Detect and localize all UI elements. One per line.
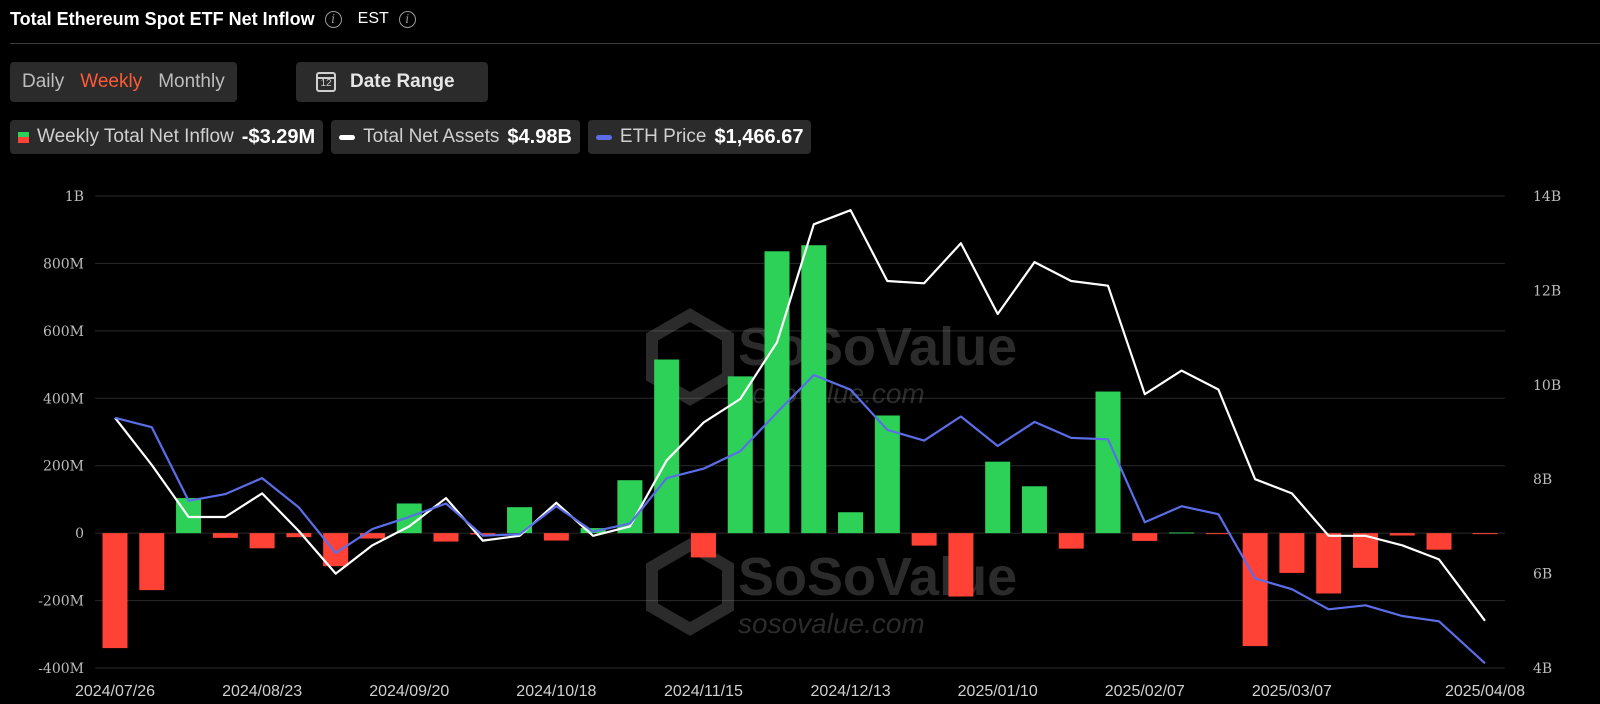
watermark-site: sosovalue.com [738, 608, 925, 639]
bar-swatch-icon [18, 131, 29, 143]
eth-price-line [114, 373, 1486, 665]
inflow-bar [1426, 533, 1452, 550]
legend-value: $1,466.67 [714, 125, 804, 148]
right-axis-ticks: 14B 12B 10B 8B 6B 4B [1533, 189, 1561, 677]
inflow-bar [764, 251, 790, 534]
inflow-bar [1205, 533, 1231, 535]
inflow-bar [1316, 533, 1342, 594]
inflow-bar [139, 533, 165, 591]
inflow-bar [654, 359, 680, 534]
date-range-button[interactable]: 12 Date Range [296, 62, 488, 102]
inflow-bar [911, 533, 937, 546]
watermark-logo-icon [646, 538, 734, 636]
y-left-tick-label: 200M [43, 459, 84, 475]
inflow-bar [1279, 533, 1305, 573]
calendar-icon: 12 [316, 72, 336, 92]
timezone-info-icon[interactable]: i [398, 10, 416, 28]
inflow-bar [838, 512, 864, 534]
inflow-bar [1472, 533, 1498, 535]
inflow-bar [874, 415, 900, 534]
period-tabs: Daily Weekly Monthly [10, 62, 237, 102]
inflow-bar [249, 533, 275, 549]
legend-item-total-net-assets[interactable]: Total Net Assets $4.98B [331, 120, 580, 154]
y-right-tick-label: 14B [1533, 189, 1561, 205]
total-net-assets-line [114, 209, 1486, 622]
x-tick-label: 2024/07/26 [75, 683, 155, 700]
x-axis-ticks: 2024/07/26 2024/08/23 2024/09/20 2024/10/18… [75, 683, 1525, 700]
legend-label: ETH Price [619, 126, 707, 147]
tab-monthly[interactable]: Monthly [158, 71, 225, 92]
tab-daily[interactable]: Daily [22, 71, 65, 92]
page-title: Total Ethereum Spot ETF Net Inflow [10, 8, 315, 29]
y-left-tick-label: 1B [65, 189, 84, 205]
inflow-bar [433, 533, 459, 542]
inflow-bar [286, 533, 312, 538]
chart-grid [95, 195, 1505, 669]
inflow-bar [102, 533, 128, 649]
inflow-bar [948, 533, 974, 597]
y-left-tick-label: -400M [38, 661, 84, 677]
watermark-brand: SoSoValue [738, 547, 1017, 607]
x-tick-label: 2025/02/07 [1105, 683, 1185, 700]
line-swatch-icon [339, 134, 356, 140]
inflow-bar [1242, 533, 1268, 647]
x-tick-label: 2025/03/07 [1252, 683, 1332, 700]
chart-header: Total Ethereum Spot ETF Net Inflow i EST… [10, 4, 416, 34]
x-tick-label: 2024/11/15 [664, 683, 743, 700]
date-range-label: Date Range [350, 71, 455, 92]
y-left-tick-label: 600M [43, 324, 84, 340]
y-right-tick-label: 8B [1533, 472, 1552, 488]
timezone-label: EST [357, 10, 389, 27]
inflow-bar [396, 503, 422, 534]
y-right-tick-label: 6B [1533, 567, 1552, 583]
y-left-tick-label: -200M [38, 594, 84, 610]
inflow-bar [359, 533, 385, 539]
chart-legend: Weekly Total Net Inflow -$3.29M Total Ne… [10, 120, 812, 154]
tab-weekly[interactable]: Weekly [80, 71, 143, 92]
inflow-bar [985, 461, 1011, 534]
legend-label: Total Net Assets [363, 126, 500, 147]
legend-value: $4.98B [507, 125, 572, 148]
y-right-tick-label: 4B [1533, 661, 1552, 677]
inflow-bar [801, 245, 827, 534]
inflow-bar [1058, 533, 1084, 549]
inflow-bar [1132, 533, 1158, 541]
left-axis-ticks: 1B 800M 600M 400M 200M 0 -200M -400M [38, 189, 84, 677]
y-left-tick-label: 0 [75, 526, 84, 542]
legend-label: Weekly Total Net Inflow [37, 126, 234, 147]
inflow-bar [212, 533, 238, 538]
info-icon[interactable]: i [324, 10, 342, 28]
x-tick-label: 2024/12/13 [811, 683, 891, 700]
inflow-bars [102, 245, 1498, 649]
legend-item-net-inflow[interactable]: Weekly Total Net Inflow -$3.29M [10, 120, 324, 154]
x-tick-label: 2025/04/08 [1445, 683, 1525, 700]
inflow-bar [690, 533, 716, 558]
inflow-bar [1095, 391, 1121, 534]
inflow-bar [1169, 532, 1195, 534]
x-tick-label: 2024/10/18 [516, 683, 596, 700]
x-tick-label: 2025/01/10 [958, 683, 1038, 700]
inflow-bar [1389, 533, 1415, 536]
x-tick-label: 2024/09/20 [369, 683, 449, 700]
y-right-tick-label: 10B [1533, 378, 1561, 394]
legend-value: -$3.29M [241, 125, 316, 148]
legend-item-eth-price[interactable]: ETH Price $1,466.67 [587, 120, 812, 154]
x-tick-label: 2024/08/23 [222, 683, 302, 700]
inflow-bar [323, 533, 349, 567]
series-lines [114, 209, 1486, 665]
y-right-tick-label: 12B [1533, 283, 1561, 299]
inflow-bar [470, 533, 496, 535]
y-left-tick-label: 800M [43, 256, 84, 272]
header-divider [10, 43, 1600, 44]
inflow-bar [1021, 486, 1047, 534]
inflow-bar [543, 533, 569, 541]
y-left-tick-label: 400M [43, 391, 84, 407]
line-swatch-icon [595, 134, 612, 140]
